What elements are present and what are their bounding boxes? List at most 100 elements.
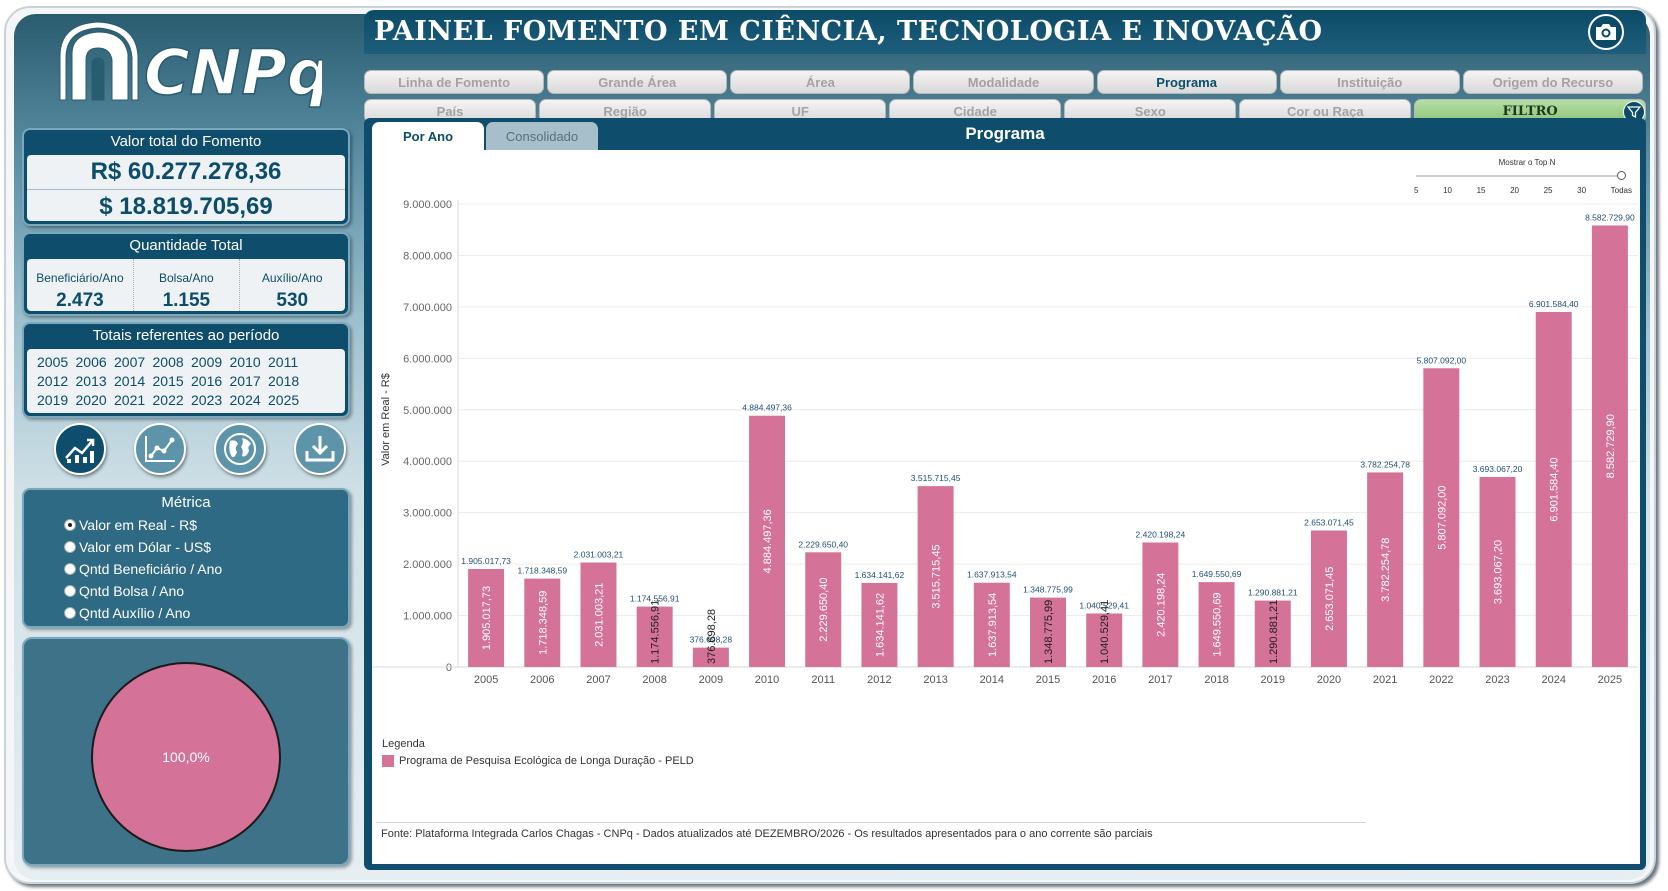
top-n-slider[interactable]: Mostrar o Top N 5 10 15 20 25 30 Todas [1412, 158, 1632, 198]
metric-option[interactable]: Valor em Dólar - US$ [64, 536, 348, 558]
top-n-tick[interactable]: 10 [1443, 186, 1452, 195]
bar-2022[interactable] [1423, 368, 1460, 667]
tab-por-ano[interactable]: Por Ano [372, 122, 484, 150]
bar-value-label: 1.718.348,59 [517, 566, 567, 576]
filter-tab[interactable]: Área [730, 70, 911, 94]
bar-2014[interactable] [973, 582, 1010, 667]
year-item[interactable]: 2021 [114, 392, 146, 408]
y-tick-label: 7.000.000 [403, 302, 452, 314]
total-value-usd: $ 18.819.705,69 [27, 189, 345, 224]
legend-item[interactable]: Programa de Pesquisa Ecológica de Longa … [382, 755, 694, 767]
top-n-tick[interactable]: 30 [1577, 186, 1587, 195]
bar-2006[interactable] [524, 578, 561, 667]
bar-2016[interactable] [1086, 613, 1123, 667]
year-item[interactable]: 2007 [114, 354, 146, 370]
filter-tab[interactable]: Grande Área [547, 70, 728, 94]
bar-2024[interactable] [1535, 311, 1572, 667]
year-item[interactable]: 2023 [191, 392, 223, 408]
bar-2017[interactable] [1142, 542, 1179, 667]
year-item[interactable]: 2011 [268, 354, 299, 370]
legend-label: Programa de Pesquisa Ecológica de Longa … [399, 755, 694, 767]
top-n-tick[interactable]: 20 [1510, 186, 1519, 195]
globe-icon[interactable] [214, 423, 266, 475]
bar-value-label: 1.634.141,62 [855, 570, 905, 580]
year-item[interactable]: 2014 [114, 373, 146, 389]
bar-inner-label: 2.031.003,21 [593, 583, 605, 647]
bar-inner-label: 1.174.556,91 [650, 600, 662, 664]
filter-tab[interactable]: Origem do Recurso [1462, 70, 1643, 94]
year-item[interactable]: 2008 [152, 354, 184, 370]
bar-2008[interactable] [636, 606, 673, 667]
top-n-tick[interactable]: 15 [1476, 186, 1486, 195]
bar-2023[interactable] [1479, 477, 1516, 667]
filter-tab[interactable]: Instituição [1279, 70, 1460, 94]
year-item[interactable]: 2018 [268, 373, 300, 389]
bar-2011[interactable] [805, 552, 842, 667]
metric-option[interactable]: Qntd Auxílio / Ano [64, 602, 348, 624]
bar-2010[interactable] [749, 415, 786, 667]
bar-2012[interactable] [861, 582, 898, 667]
metric-option[interactable]: Qntd Bolsa / Ano [64, 580, 348, 602]
funnel-icon[interactable] [1622, 101, 1645, 123]
top-n-thumb[interactable] [1617, 171, 1626, 180]
top-n-tick[interactable]: 25 [1543, 186, 1553, 195]
x-tick-label: 2022 [1429, 674, 1453, 686]
year-item[interactable]: 2022 [152, 392, 184, 408]
x-tick-label: 2016 [1092, 674, 1116, 686]
metric-options: Valor em Real - R$ Valor em Dólar - US$ Qn… [24, 514, 348, 624]
year-item[interactable]: 2019 [37, 392, 69, 408]
year-item[interactable]: 2017 [229, 373, 261, 389]
trend-chart-icon[interactable] [54, 423, 106, 475]
camera-icon[interactable] [1588, 14, 1624, 50]
bar-2005[interactable] [468, 568, 505, 667]
year-item[interactable]: 2009 [191, 354, 223, 370]
bar-inner-label: 1.634.141,62 [874, 593, 886, 657]
radio-icon[interactable] [64, 607, 76, 619]
top-n-tick[interactable]: 5 [1414, 186, 1419, 195]
radio-icon[interactable] [64, 519, 76, 531]
year-item[interactable]: 2025 [268, 392, 300, 408]
bar-2025[interactable] [1591, 225, 1628, 667]
radio-icon[interactable] [64, 541, 76, 553]
x-tick-label: 2013 [923, 674, 947, 686]
tab-consolidado[interactable]: Consolidado [486, 122, 598, 150]
year-item[interactable]: 2020 [75, 392, 107, 408]
filter-tab[interactable]: Linha de Fomento [364, 70, 545, 94]
year-item[interactable]: 2006 [75, 354, 107, 370]
radio-icon[interactable] [64, 585, 76, 597]
filter-tab[interactable]: Programa [1096, 70, 1277, 94]
metric-option-label: Qntd Beneficiário / Ano [79, 561, 223, 577]
radio-icon[interactable] [64, 563, 76, 575]
year-item[interactable]: 2013 [75, 373, 107, 389]
metric-option[interactable]: Valor em Real - R$ [64, 514, 348, 536]
download-icon[interactable] [294, 423, 346, 475]
bar-inner-label: 1.348.775,99 [1043, 600, 1055, 664]
bar-2007[interactable] [580, 562, 617, 667]
pie-slice[interactable] [91, 662, 281, 852]
year-item[interactable]: 2010 [229, 354, 261, 370]
top-n-track[interactable] [1416, 175, 1620, 177]
bar-2020[interactable] [1310, 530, 1347, 667]
bar-inner-label: 3.515.715,45 [931, 544, 943, 608]
metric-option[interactable]: Qntd Beneficiário / Ano [64, 558, 348, 580]
bar-2013[interactable] [917, 486, 954, 667]
line-chart-icon[interactable] [134, 423, 186, 475]
main-panel: Por Ano Consolidado Programa Mostrar o T… [364, 118, 1646, 870]
year-item[interactable]: 2015 [152, 373, 184, 389]
top-n-tick[interactable]: Todas [1610, 186, 1632, 195]
year-item[interactable]: 2005 [37, 354, 69, 370]
bar-value-label: 1.040.529,41 [1079, 600, 1129, 610]
bar-2018[interactable] [1198, 582, 1235, 667]
bar-inner-label: 1.905.017,73 [481, 586, 493, 650]
bar-2021[interactable] [1367, 472, 1404, 667]
bar-inner-label: 2.653.071,45 [1324, 567, 1336, 631]
bar-2019[interactable] [1254, 600, 1291, 667]
year-item[interactable]: 2016 [191, 373, 223, 389]
filter-tab[interactable]: Modalidade [913, 70, 1094, 94]
bar-2015[interactable] [1030, 597, 1066, 667]
x-tick-label: 2023 [1485, 674, 1509, 686]
bar-2009[interactable] [692, 647, 729, 667]
year-item[interactable]: 2024 [229, 392, 261, 408]
page-title: PAINEL FOMENTO EM CIÊNCIA, TECNOLOGIA E … [374, 16, 1323, 47]
year-item[interactable]: 2012 [37, 373, 69, 389]
